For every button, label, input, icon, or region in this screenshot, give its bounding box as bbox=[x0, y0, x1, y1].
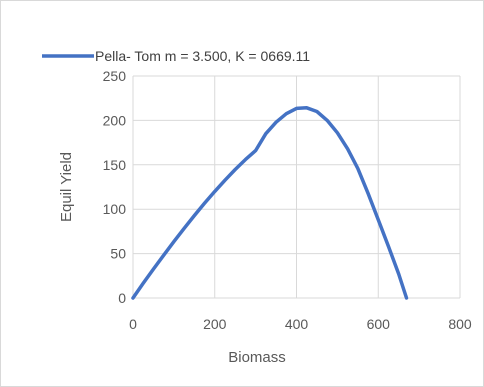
x-tick-labels: 0 200 400 600 800 bbox=[129, 316, 472, 332]
y-tick-label: 150 bbox=[103, 157, 127, 173]
legend: Pella- Tom m = 3.500, K = 0669.11 bbox=[42, 48, 310, 64]
y-tick-label: 0 bbox=[118, 290, 126, 306]
series-line-0 bbox=[131, 106, 409, 300]
x-axis-title: Biomass bbox=[228, 349, 286, 366]
x-tick-label: 0 bbox=[129, 316, 137, 332]
x-tick-label: 600 bbox=[367, 316, 391, 332]
x-tick-label: 200 bbox=[203, 316, 227, 332]
y-tick-label: 200 bbox=[103, 112, 127, 128]
y-tick-label: 50 bbox=[110, 246, 126, 262]
x-tick-label: 800 bbox=[448, 316, 472, 332]
x-tick-label: 400 bbox=[285, 316, 309, 332]
legend-label-0: Pella- Tom m = 3.500, K = 0669.11 bbox=[95, 48, 310, 64]
y-tick-label: 100 bbox=[103, 201, 127, 217]
y-tick-labels: 0 50 100 150 200 250 bbox=[103, 68, 127, 306]
y-axis-title: Equil Yield bbox=[58, 152, 75, 222]
y-tick-label: 250 bbox=[103, 68, 127, 84]
series-lines bbox=[131, 106, 409, 300]
